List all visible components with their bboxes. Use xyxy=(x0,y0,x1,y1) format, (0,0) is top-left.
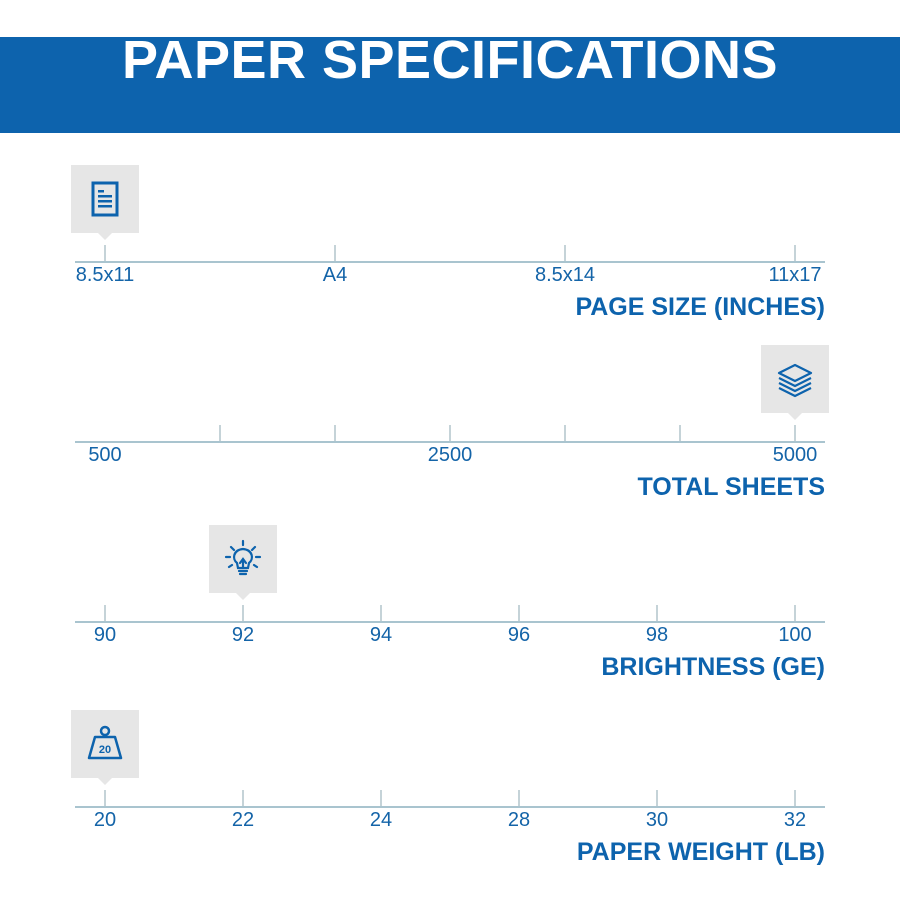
scale-axis xyxy=(75,806,825,808)
scale-tick xyxy=(656,605,658,621)
scale-tick xyxy=(564,425,566,441)
scale-label: 94 xyxy=(369,624,393,646)
spec-title: TOTAL SHEETS xyxy=(637,473,825,501)
scale-tick xyxy=(334,245,336,261)
header-banner: PAPER SPECIFICATIONS xyxy=(0,33,900,133)
scale-label: 22 xyxy=(231,809,255,831)
scale-tick xyxy=(449,425,451,441)
scale-tick xyxy=(794,425,796,441)
scale-tick xyxy=(679,425,681,441)
scale-label: 32 xyxy=(783,809,807,831)
selected-value-marker: 20 xyxy=(71,710,139,785)
scale-tick xyxy=(518,605,520,621)
scale-label: 90 xyxy=(93,624,117,646)
scale-tick xyxy=(794,790,796,806)
scale-label: 20 xyxy=(93,809,117,831)
scale-tick xyxy=(564,245,566,261)
spec-title: BRIGHTNESS (GE) xyxy=(601,653,825,681)
scale-label: 92 xyxy=(231,624,255,646)
svg-text:20: 20 xyxy=(99,744,111,756)
scale-tick xyxy=(794,605,796,621)
scale-label: 98 xyxy=(645,624,669,646)
selected-value-marker xyxy=(761,345,829,420)
scale-tick xyxy=(518,790,520,806)
scale-tick xyxy=(242,790,244,806)
scale-label: 2500 xyxy=(427,444,473,466)
spec-title: PAGE SIZE (INCHES) xyxy=(575,293,825,321)
scale-label: 96 xyxy=(507,624,531,646)
scale-label: 8.5x11 xyxy=(75,264,135,286)
scale-label: 24 xyxy=(369,809,393,831)
scale-label: 5000 xyxy=(772,444,818,466)
selected-value-marker xyxy=(209,525,277,600)
scale-label: 30 xyxy=(645,809,669,831)
scale-tick xyxy=(104,605,106,621)
scale-tick xyxy=(242,605,244,621)
scale-label: A4 xyxy=(322,264,348,286)
scale-tick xyxy=(656,790,658,806)
scale-label: 8.5x14 xyxy=(534,264,596,286)
scale-axis xyxy=(75,261,825,263)
scale-tick xyxy=(380,790,382,806)
scale-tick xyxy=(380,605,382,621)
scale-axis xyxy=(75,621,825,623)
scale-label: 28 xyxy=(507,809,531,831)
selected-value-marker xyxy=(71,165,139,240)
scale-label: 100 xyxy=(778,624,812,646)
scale-tick xyxy=(104,790,106,806)
spec-title: PAPER WEIGHT (LB) xyxy=(576,838,825,866)
scale-label: 11x17 xyxy=(768,264,822,286)
scale-label: 500 xyxy=(88,444,122,466)
scale-axis xyxy=(75,441,825,443)
scale-tick xyxy=(104,245,106,261)
scale-tick xyxy=(334,425,336,441)
page-title: PAPER SPECIFICATIONS xyxy=(121,30,779,90)
scale-tick xyxy=(794,245,796,261)
scale-tick xyxy=(219,425,221,441)
